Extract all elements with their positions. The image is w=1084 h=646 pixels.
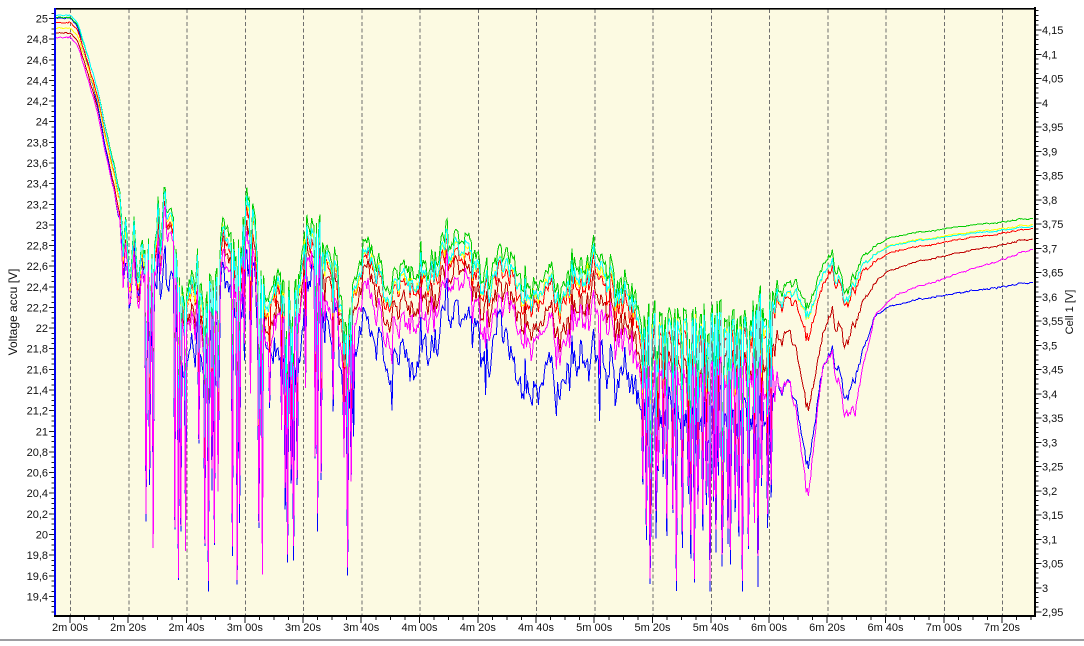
svg-text:4m 00s: 4m 00s <box>401 622 438 634</box>
svg-text:20,2: 20,2 <box>27 509 48 521</box>
svg-text:3: 3 <box>1042 583 1048 595</box>
svg-text:21,4: 21,4 <box>27 385 48 397</box>
svg-text:3,5: 3,5 <box>1042 340 1057 352</box>
svg-text:Cell 1 [V]: Cell 1 [V] <box>1064 290 1076 335</box>
svg-text:2m 20s: 2m 20s <box>110 622 147 634</box>
svg-text:22,2: 22,2 <box>27 303 48 315</box>
svg-text:3,9: 3,9 <box>1042 146 1057 158</box>
svg-text:25: 25 <box>36 14 48 26</box>
svg-text:2,95: 2,95 <box>1042 607 1063 619</box>
svg-text:23,2: 23,2 <box>27 199 48 211</box>
svg-text:23,8: 23,8 <box>27 137 48 149</box>
svg-text:3m 20s: 3m 20s <box>285 622 322 634</box>
svg-text:3,85: 3,85 <box>1042 171 1063 183</box>
svg-text:7m 20s: 7m 20s <box>984 622 1021 634</box>
svg-text:19,6: 19,6 <box>27 571 48 583</box>
svg-text:21,6: 21,6 <box>27 364 48 376</box>
svg-text:3,6: 3,6 <box>1042 292 1057 304</box>
svg-text:4,05: 4,05 <box>1042 74 1063 86</box>
svg-text:3,75: 3,75 <box>1042 219 1063 231</box>
svg-text:3,4: 3,4 <box>1042 389 1057 401</box>
svg-text:4,15: 4,15 <box>1042 25 1063 37</box>
svg-text:22,6: 22,6 <box>27 261 48 273</box>
svg-text:6m 20s: 6m 20s <box>809 622 846 634</box>
svg-text:3,35: 3,35 <box>1042 413 1063 425</box>
svg-text:Voltage accu [V]: Voltage accu [V] <box>6 269 20 356</box>
svg-text:4m 40s: 4m 40s <box>518 622 555 634</box>
svg-text:20,8: 20,8 <box>27 447 48 459</box>
svg-text:3,15: 3,15 <box>1042 510 1063 522</box>
svg-text:20: 20 <box>36 530 48 542</box>
svg-text:21,8: 21,8 <box>27 344 48 356</box>
svg-text:2m 40s: 2m 40s <box>168 622 205 634</box>
svg-text:5m 40s: 5m 40s <box>693 622 730 634</box>
svg-text:4m 20s: 4m 20s <box>460 622 497 634</box>
svg-text:24,6: 24,6 <box>27 55 48 67</box>
svg-text:23: 23 <box>36 220 48 232</box>
svg-text:24,4: 24,4 <box>27 75 48 87</box>
svg-text:5m 00s: 5m 00s <box>576 622 613 634</box>
svg-text:6m 00s: 6m 00s <box>751 622 788 634</box>
svg-text:3,45: 3,45 <box>1042 365 1063 377</box>
svg-text:3,1: 3,1 <box>1042 534 1057 546</box>
svg-text:5m 20s: 5m 20s <box>634 622 671 634</box>
svg-text:3,2: 3,2 <box>1042 486 1057 498</box>
svg-text:3,55: 3,55 <box>1042 316 1063 328</box>
svg-text:24,2: 24,2 <box>27 96 48 108</box>
svg-text:6m 40s: 6m 40s <box>867 622 904 634</box>
svg-text:3,05: 3,05 <box>1042 559 1063 571</box>
svg-text:21,2: 21,2 <box>27 406 48 418</box>
svg-text:3m 00s: 3m 00s <box>227 622 264 634</box>
svg-text:19,4: 19,4 <box>27 591 48 603</box>
svg-text:3m 40s: 3m 40s <box>343 622 380 634</box>
svg-text:23,4: 23,4 <box>27 179 48 191</box>
svg-text:2m 00s: 2m 00s <box>52 622 89 634</box>
svg-text:4,1: 4,1 <box>1042 49 1057 61</box>
svg-text:3,25: 3,25 <box>1042 462 1063 474</box>
svg-text:21: 21 <box>36 426 48 438</box>
svg-text:23,6: 23,6 <box>27 158 48 170</box>
svg-text:3,8: 3,8 <box>1042 195 1057 207</box>
svg-text:19,8: 19,8 <box>27 550 48 562</box>
svg-text:22,4: 22,4 <box>27 282 48 294</box>
svg-text:3,65: 3,65 <box>1042 268 1063 280</box>
svg-text:3,95: 3,95 <box>1042 122 1063 134</box>
svg-text:24: 24 <box>36 117 48 129</box>
svg-text:4: 4 <box>1042 98 1048 110</box>
svg-text:3,3: 3,3 <box>1042 437 1057 449</box>
svg-text:3,7: 3,7 <box>1042 243 1057 255</box>
svg-text:7m 00s: 7m 00s <box>926 622 963 634</box>
svg-text:24,8: 24,8 <box>27 34 48 46</box>
svg-text:20,4: 20,4 <box>27 488 48 500</box>
svg-text:22: 22 <box>36 323 48 335</box>
svg-text:20,6: 20,6 <box>27 468 48 480</box>
svg-text:22,8: 22,8 <box>27 241 48 253</box>
